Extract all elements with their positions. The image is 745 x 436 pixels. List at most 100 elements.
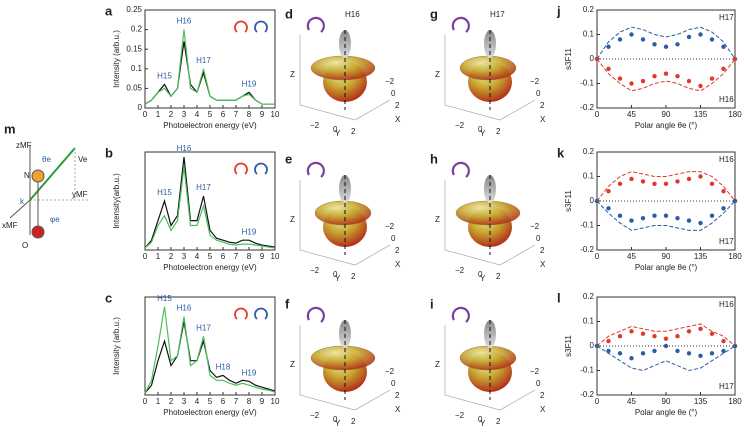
data-point bbox=[698, 353, 703, 358]
data-point bbox=[675, 73, 680, 79]
x-tick-label: 180 bbox=[728, 252, 742, 261]
series-label: H17 bbox=[719, 13, 734, 22]
peak-label: H16 bbox=[177, 144, 192, 153]
x-tick-label: 90 bbox=[662, 252, 671, 261]
x-tick-label: 4 bbox=[195, 252, 200, 261]
diagram: m zMF θe Ve N k yMF xMF φe O bbox=[2, 121, 90, 250]
axis-tick-label: 2 bbox=[395, 101, 400, 110]
atom-n bbox=[31, 169, 45, 183]
y-tick-label: 0 bbox=[590, 341, 595, 350]
spectrum-line bbox=[144, 321, 276, 394]
data-point bbox=[640, 37, 646, 42]
axis-tick-label: 2 bbox=[351, 272, 356, 281]
label: k bbox=[20, 197, 25, 206]
data-point bbox=[606, 189, 611, 194]
data-point bbox=[640, 215, 646, 221]
axis-label: Y bbox=[335, 274, 341, 283]
x-tick-label: 9 bbox=[260, 397, 265, 406]
x-tick-label: 5 bbox=[208, 252, 213, 261]
spectrum-line bbox=[144, 166, 276, 249]
panel-letter: d bbox=[285, 6, 293, 21]
axis-tick-label: −2 bbox=[310, 411, 320, 420]
y-tick-label: 0 bbox=[590, 196, 595, 205]
data-point bbox=[721, 338, 726, 344]
helicity-icon bbox=[234, 20, 248, 33]
y-tick-label: 0 bbox=[138, 103, 143, 112]
x-tick-label: 0 bbox=[595, 110, 600, 119]
y-axis-label: Intensity (arb.u.) bbox=[112, 317, 121, 375]
helicity-icon bbox=[254, 162, 268, 175]
x-tick-label: 7 bbox=[234, 110, 239, 119]
data-point bbox=[617, 76, 623, 81]
data-point bbox=[617, 37, 623, 42]
data-point bbox=[640, 351, 646, 356]
y-tick-label: -0.2 bbox=[580, 390, 594, 399]
data-point bbox=[663, 44, 669, 49]
x-tick-label: 180 bbox=[728, 110, 742, 119]
axis-label: Z bbox=[435, 215, 440, 224]
peak-label: H17 bbox=[196, 323, 211, 332]
data-point bbox=[652, 73, 657, 79]
axis-tick-label: 2 bbox=[540, 101, 545, 110]
x-tick-label: 0 bbox=[595, 252, 600, 261]
data-point bbox=[698, 83, 703, 89]
data-point bbox=[640, 331, 646, 336]
helicity-icon bbox=[254, 307, 268, 320]
axis-tick-label: 0 bbox=[478, 415, 483, 424]
axis-tick-label: 2 bbox=[351, 127, 356, 136]
data-point bbox=[686, 176, 692, 182]
data-point bbox=[698, 32, 703, 37]
data-point bbox=[640, 179, 646, 184]
axis-tick-label: 2 bbox=[395, 246, 400, 255]
y-tick-label: -0.2 bbox=[580, 103, 594, 112]
y-tick-label: 0.1 bbox=[583, 172, 595, 181]
y-tick-label: 0.2 bbox=[583, 5, 595, 14]
x-tick-label: 180 bbox=[728, 397, 742, 406]
theory-line bbox=[596, 26, 736, 60]
data-point bbox=[652, 348, 657, 354]
x-tick-label: 10 bbox=[271, 397, 280, 406]
x-tick-label: 135 bbox=[694, 110, 708, 119]
x-tick-label: 0 bbox=[143, 397, 148, 406]
peak-label: H18 bbox=[216, 363, 231, 372]
label: xMF bbox=[2, 221, 18, 230]
x-tick-label: 4 bbox=[195, 110, 200, 119]
axis-label: Y bbox=[480, 129, 486, 138]
data-point bbox=[606, 348, 611, 354]
helicity-icon bbox=[234, 162, 248, 175]
data-point bbox=[652, 181, 657, 187]
y-tick-label: 0.1 bbox=[583, 30, 595, 39]
axis-label: X bbox=[395, 405, 401, 414]
surface-torus bbox=[459, 55, 517, 81]
axis-label: X bbox=[540, 115, 546, 124]
peak-label: H19 bbox=[242, 79, 257, 88]
data-point bbox=[721, 44, 726, 49]
panel-letter: a bbox=[105, 3, 113, 18]
x-axis-label: Photoelectron energy (eV) bbox=[163, 121, 257, 130]
x-tick-label: 7 bbox=[234, 397, 239, 406]
y-tick-label: 0.1 bbox=[131, 64, 143, 73]
series-label: H17 bbox=[719, 237, 734, 246]
x-tick-label: 5 bbox=[208, 110, 213, 119]
label: O bbox=[22, 241, 28, 250]
data-point bbox=[629, 176, 634, 182]
axis-tick-label: −2 bbox=[455, 266, 465, 275]
y-axis-label: s3F11 bbox=[564, 190, 573, 212]
panel-letter: h bbox=[430, 151, 438, 166]
theory-line bbox=[596, 171, 736, 202]
x-axis-label: Polar angle θe (°) bbox=[635, 263, 698, 272]
helicity-icon bbox=[451, 306, 470, 323]
helicity-icon bbox=[234, 307, 248, 320]
panel-letter: i bbox=[430, 296, 434, 311]
x-tick-label: 4 bbox=[195, 397, 200, 406]
data-point bbox=[675, 348, 680, 354]
x-tick-label: 0 bbox=[143, 252, 148, 261]
peak-label: H16 bbox=[177, 17, 192, 26]
peak-label: H15 bbox=[157, 188, 172, 197]
x-tick-label: 6 bbox=[221, 110, 226, 119]
surface-torus bbox=[314, 200, 372, 226]
panel-letter: l bbox=[557, 290, 561, 305]
surface-torus bbox=[310, 55, 376, 81]
data-point bbox=[686, 351, 692, 356]
helicity-icon bbox=[306, 306, 325, 323]
